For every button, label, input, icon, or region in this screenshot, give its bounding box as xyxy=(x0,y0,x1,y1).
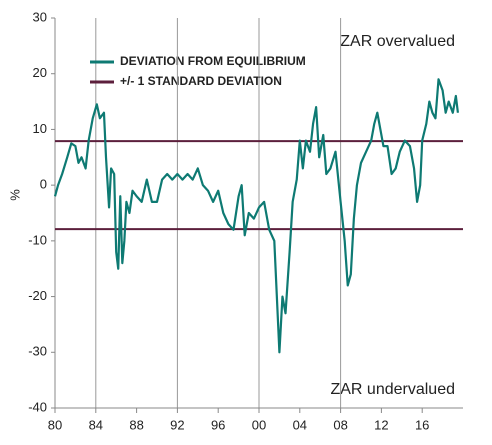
y-tick-label: 20 xyxy=(33,65,47,80)
annotation: ZAR undervalued xyxy=(330,381,455,398)
y-tick-label: -40 xyxy=(28,399,47,414)
annotation: ZAR overvalued xyxy=(340,33,455,50)
x-tick-label: 00 xyxy=(252,417,266,432)
x-tick-label: 96 xyxy=(211,417,225,432)
x-tick-label: 80 xyxy=(48,417,62,432)
y-tick-label: 10 xyxy=(33,121,47,136)
y-tick-label: -10 xyxy=(28,232,47,247)
x-tick-label: 16 xyxy=(415,417,429,432)
y-tick-label: -30 xyxy=(28,344,47,359)
legend-label: +/- 1 STANDARD DEVIATION xyxy=(120,74,282,88)
y-tick-label: 0 xyxy=(40,177,47,192)
x-tick-label: 88 xyxy=(129,417,143,432)
y-axis-label: % xyxy=(7,189,22,201)
x-tick-label: 12 xyxy=(374,417,388,432)
x-tick-label: 84 xyxy=(89,417,103,432)
x-tick-label: 08 xyxy=(333,417,347,432)
y-tick-label: 30 xyxy=(33,9,47,24)
legend-label: DEVIATION FROM EQUILIBRIUM xyxy=(120,54,306,68)
data-line xyxy=(53,78,459,354)
y-tick-label: -20 xyxy=(28,288,47,303)
x-tick-label: 04 xyxy=(293,417,307,432)
x-tick-label: 92 xyxy=(170,417,184,432)
